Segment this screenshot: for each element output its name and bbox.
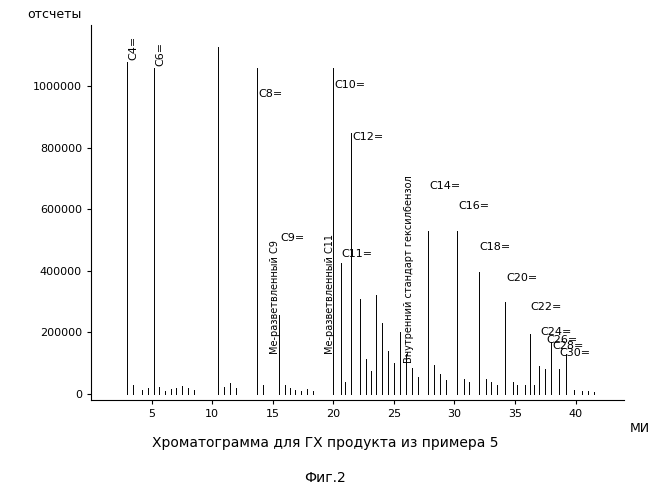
Text: C28=: C28= (552, 342, 584, 351)
Text: C8=: C8= (258, 89, 282, 99)
Text: C20=: C20= (506, 273, 538, 283)
Text: C30=: C30= (560, 348, 591, 358)
Text: C4=: C4= (129, 36, 138, 60)
Text: Ме-разветвленный С11: Ме-разветвленный С11 (325, 234, 335, 354)
Text: Фиг.2: Фиг.2 (304, 470, 346, 484)
Text: C16=: C16= (458, 201, 489, 211)
Text: C12=: C12= (353, 132, 384, 142)
Text: C6=: C6= (155, 42, 165, 66)
Text: C18=: C18= (480, 242, 511, 252)
Text: Ме-разветвленный С9: Ме-разветвленный С9 (270, 240, 280, 354)
Text: C10=: C10= (335, 80, 365, 90)
Text: C26=: C26= (547, 336, 578, 345)
Text: Внутренний стандарт гексилбензол: Внутренний стандарт гексилбензол (404, 176, 413, 363)
Text: C14=: C14= (429, 181, 460, 191)
Text: C11=: C11= (342, 248, 373, 258)
Text: Хроматограмма для ГХ продукта из примера 5: Хроматограмма для ГХ продукта из примера… (151, 436, 499, 450)
Text: МИН: МИН (629, 422, 650, 436)
Text: отсчеты: отсчеты (27, 8, 81, 21)
Text: C22=: C22= (530, 302, 562, 312)
Text: C9=: C9= (280, 233, 304, 243)
Text: C24=: C24= (540, 327, 572, 337)
